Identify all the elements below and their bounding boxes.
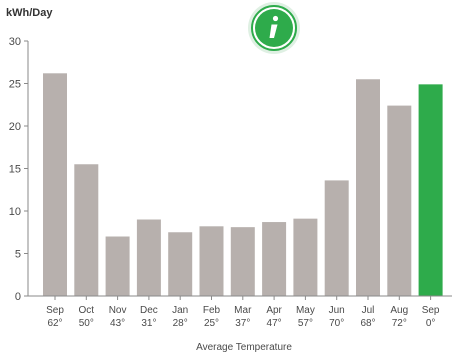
x-tick-label-month: Dec bbox=[140, 305, 158, 316]
bar bbox=[136, 219, 161, 296]
x-axis: Sep 62° Oct 50° Nov 43° Dec 31° Jan 28° Feb 25° Mar 3… bbox=[28, 295, 452, 329]
y-tick-label: 25 bbox=[9, 79, 21, 91]
y-axis-label: kWh/Day bbox=[6, 7, 53, 19]
bar bbox=[43, 73, 67, 296]
y-tick-label: 30 bbox=[9, 36, 21, 48]
y-tick-label: 0 bbox=[15, 291, 21, 303]
bar-highlighted bbox=[418, 84, 443, 296]
x-tick-label-month: Jun bbox=[329, 305, 345, 316]
x-tick-label-month: May bbox=[296, 305, 315, 316]
x-tick-label-temp: 0° bbox=[426, 318, 436, 329]
x-tick-label-temp: 68° bbox=[360, 318, 375, 329]
x-tick-label-month: Jan bbox=[172, 305, 188, 316]
x-tick-label-temp: 50° bbox=[79, 318, 94, 329]
x-tick-label-month: Oct bbox=[79, 305, 95, 316]
bar bbox=[199, 226, 224, 296]
bar bbox=[262, 222, 287, 296]
x-tick-label-month: Aug bbox=[390, 305, 408, 316]
bar bbox=[74, 164, 99, 296]
y-tick-label: 20 bbox=[9, 121, 21, 133]
bar bbox=[387, 105, 412, 296]
x-tick-label-month: Sep bbox=[46, 305, 64, 316]
y-tick-label: 10 bbox=[9, 206, 21, 218]
x-tick-label-temp: 43° bbox=[110, 318, 125, 329]
y-tick-label: 5 bbox=[15, 249, 21, 261]
x-tick-label-temp: 62° bbox=[47, 318, 62, 329]
x-tick-label-temp: 57° bbox=[298, 318, 313, 329]
x-tick-label-month: Nov bbox=[109, 305, 127, 316]
bar bbox=[168, 232, 193, 296]
bar bbox=[293, 218, 318, 296]
y-tick-label: 15 bbox=[9, 164, 21, 176]
x-tick-label-month: Sep bbox=[422, 305, 440, 316]
bar bbox=[230, 227, 255, 296]
x-tick-label-temp: 37° bbox=[235, 318, 250, 329]
x-tick-label-month: Mar bbox=[234, 305, 252, 316]
bars bbox=[43, 73, 443, 296]
bar bbox=[105, 236, 130, 296]
x-tick-label-month: Feb bbox=[203, 305, 221, 316]
x-tick-label-month: Apr bbox=[266, 305, 282, 316]
bar bbox=[324, 180, 349, 296]
x-tick-label-temp: 25° bbox=[204, 318, 219, 329]
x-tick-label-temp: 28° bbox=[173, 318, 188, 329]
x-tick-label-temp: 70° bbox=[329, 318, 344, 329]
y-axis: 0 5 10 15 20 25 30 bbox=[9, 36, 29, 303]
info-icon[interactable] bbox=[248, 2, 300, 54]
x-tick-label-month: Jul bbox=[362, 305, 375, 316]
x-tick-label-temp: 47° bbox=[267, 318, 282, 329]
x-axis-label: Average Temperature bbox=[196, 342, 292, 353]
bar bbox=[356, 79, 380, 296]
x-tick-label-temp: 31° bbox=[141, 318, 156, 329]
x-tick-label-temp: 72° bbox=[392, 318, 407, 329]
